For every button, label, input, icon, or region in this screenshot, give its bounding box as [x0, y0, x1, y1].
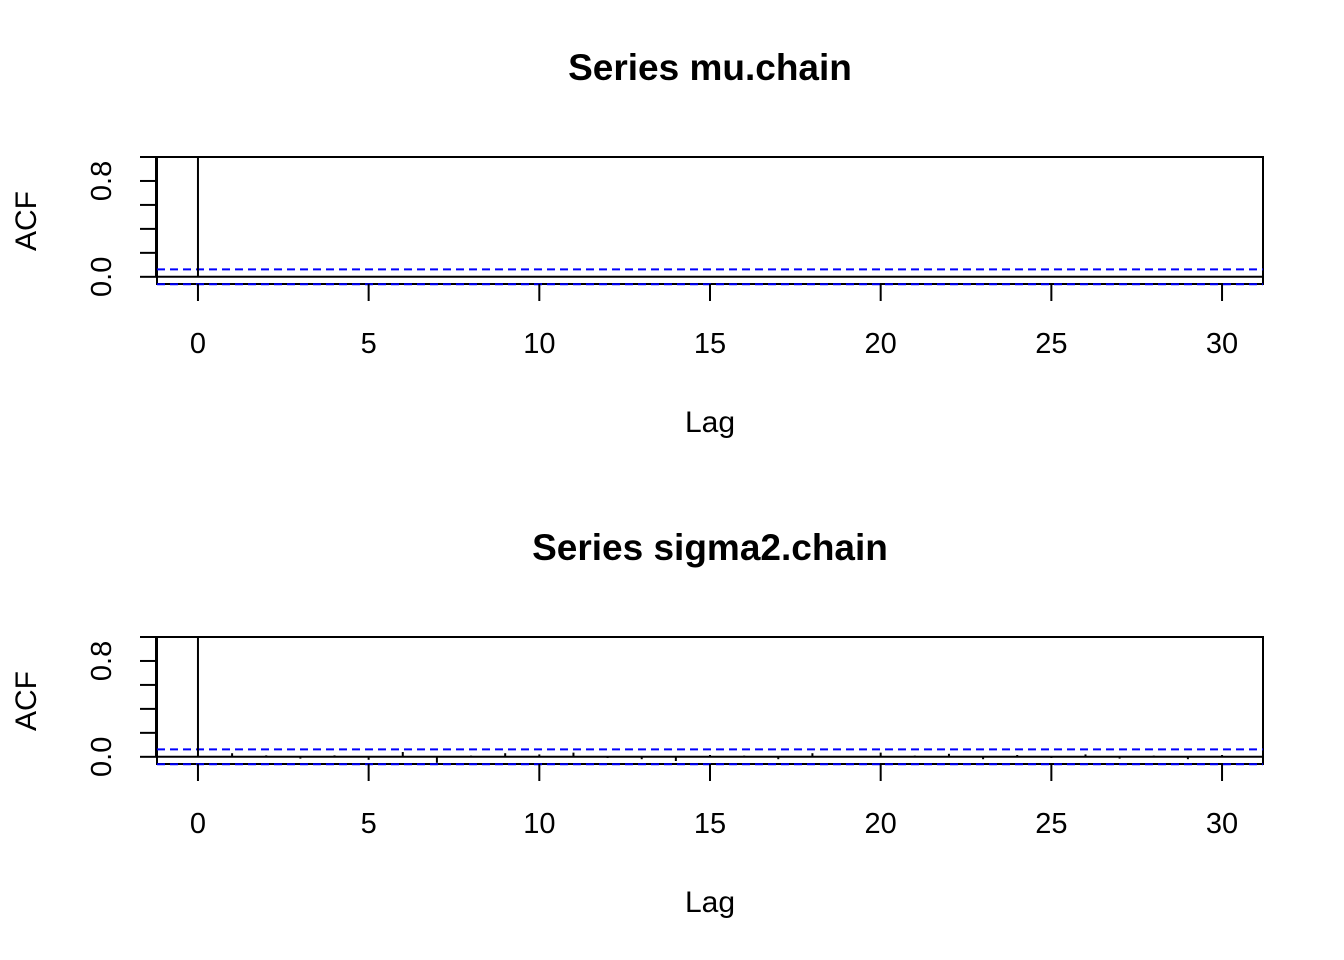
plot-area: 0 5 10 15 20 25 30 0.0 0.8	[86, 636, 1264, 840]
x-tick-label: 5	[361, 328, 377, 360]
x-tick-label: 10	[523, 328, 555, 360]
x-tick-label: 30	[1206, 808, 1238, 840]
acf-panel-mu-chain: Series mu.chain Lag ACF 0 5 10 15 20 25 300.00…	[10, 47, 1264, 439]
chart-title: Series mu.chain	[568, 47, 852, 88]
x-axis-label: Lag	[685, 406, 735, 439]
y-axis-label: ACF	[10, 191, 43, 251]
acf-panel-sigma2-chain: Series sigma2.chain Lag ACF 0 5 10 15 20 25 30…	[10, 527, 1264, 919]
x-tick-label: 20	[865, 808, 897, 840]
y-tick-label: 0.8	[86, 161, 118, 201]
y-tick-label: 0.0	[86, 257, 118, 297]
x-tick-label: 15	[694, 808, 726, 840]
x-axis-label: Lag	[685, 886, 735, 919]
y-tick-label: 0.0	[86, 737, 118, 777]
chart-title: Series sigma2.chain	[532, 527, 888, 568]
x-tick-label: 0	[190, 808, 206, 840]
x-tick-label: 25	[1035, 808, 1067, 840]
x-tick-label: 5	[361, 808, 377, 840]
y-axis-label: ACF	[10, 671, 43, 731]
x-tick-label: 0	[190, 328, 206, 360]
x-tick-label: 10	[523, 808, 555, 840]
x-tick-label: 20	[865, 328, 897, 360]
x-tick-label: 30	[1206, 328, 1238, 360]
y-tick-label: 0.8	[86, 641, 118, 681]
x-tick-label: 25	[1035, 328, 1067, 360]
x-tick-label: 15	[694, 328, 726, 360]
plot-area: 0 5 10 15 20 25 30 0.0 0.8	[86, 156, 1264, 360]
